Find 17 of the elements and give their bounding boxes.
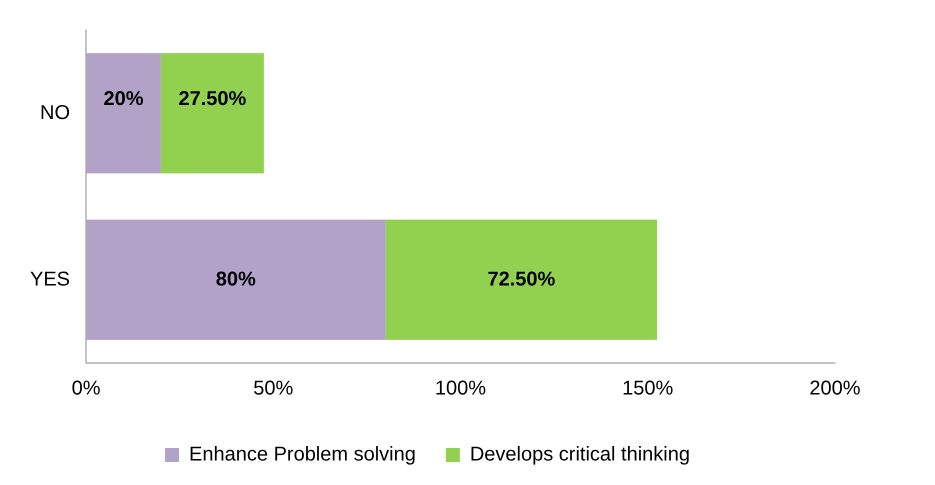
bar bbox=[86, 53, 161, 174]
y-tick-label: YES bbox=[30, 268, 70, 290]
data-label: 27.50% bbox=[178, 88, 247, 110]
y-tick-label: NO bbox=[40, 102, 70, 124]
data-label: 80% bbox=[216, 268, 256, 290]
x-tick-label: 150% bbox=[622, 378, 674, 400]
data-label: 72.50% bbox=[487, 268, 556, 290]
x-tick-label: 0% bbox=[72, 378, 101, 400]
x-tick-label: 50% bbox=[253, 378, 294, 400]
legend-label: Develops critical thinking bbox=[470, 444, 690, 466]
x-tick-label: 100% bbox=[434, 378, 486, 400]
bar bbox=[160, 53, 264, 174]
bar bbox=[86, 220, 386, 340]
legend-label: Enhance Problem solving bbox=[189, 444, 416, 466]
data-label: 20% bbox=[103, 88, 144, 110]
x-tick-label: 200% bbox=[809, 378, 861, 400]
bar bbox=[386, 220, 658, 340]
